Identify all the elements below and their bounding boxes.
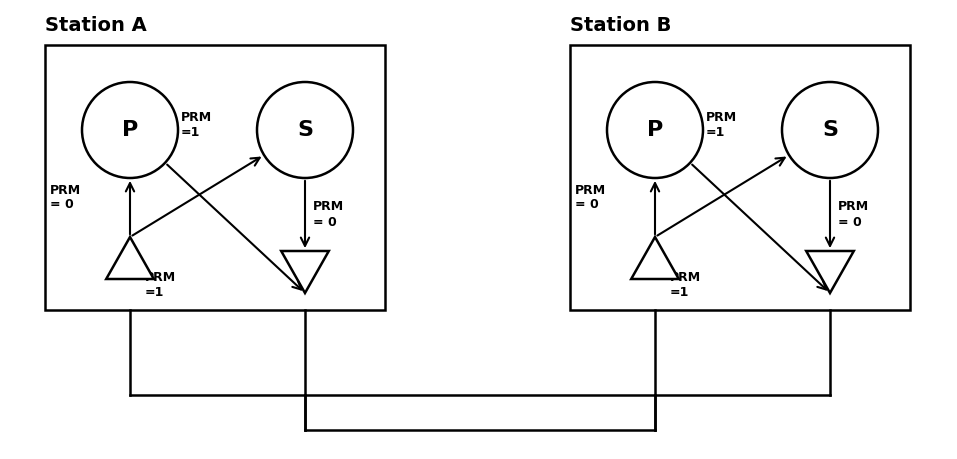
Text: PRM
= 0: PRM = 0 bbox=[838, 201, 869, 229]
Text: PRM
=1: PRM =1 bbox=[670, 271, 701, 299]
Polygon shape bbox=[632, 237, 679, 279]
Text: PRM
=1: PRM =1 bbox=[706, 111, 737, 139]
Text: S: S bbox=[297, 120, 313, 140]
Text: PRM
=1: PRM =1 bbox=[181, 111, 212, 139]
Text: PRM
= 0: PRM = 0 bbox=[575, 184, 606, 212]
Text: PRM
= 0: PRM = 0 bbox=[313, 201, 345, 229]
Text: Station B: Station B bbox=[570, 16, 672, 35]
Circle shape bbox=[607, 82, 703, 178]
Text: S: S bbox=[822, 120, 838, 140]
Polygon shape bbox=[281, 251, 329, 293]
Polygon shape bbox=[806, 251, 854, 293]
Circle shape bbox=[82, 82, 178, 178]
Circle shape bbox=[782, 82, 878, 178]
Text: PRM
=1: PRM =1 bbox=[145, 271, 176, 299]
Polygon shape bbox=[106, 237, 154, 279]
Text: Station A: Station A bbox=[45, 16, 146, 35]
Bar bbox=[45, 45, 385, 310]
Text: P: P bbox=[647, 120, 663, 140]
Text: PRM
= 0: PRM = 0 bbox=[50, 184, 81, 212]
Text: P: P bbox=[122, 120, 138, 140]
Circle shape bbox=[257, 82, 353, 178]
Bar bbox=[570, 45, 910, 310]
